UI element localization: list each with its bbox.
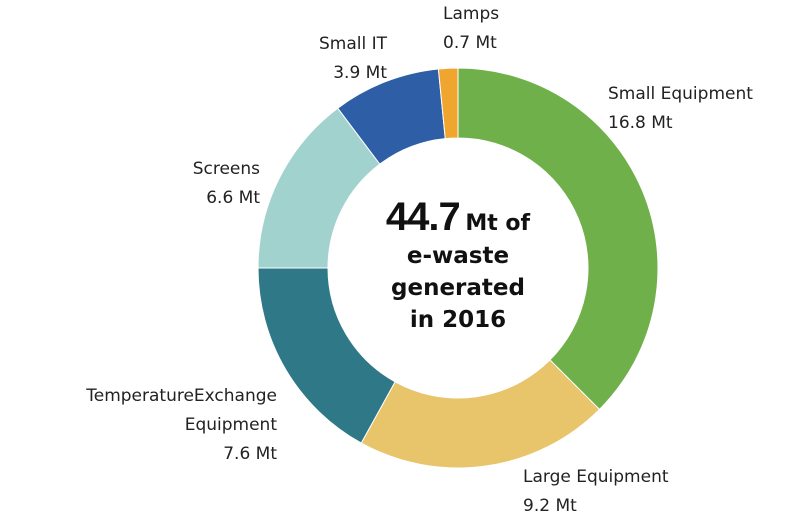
category-label: TemperatureExchange Equipment — [86, 386, 277, 435]
slice-label: Lamps 0.7 Mt — [443, 0, 563, 58]
slice — [457, 67, 659, 411]
value-label: 7.6 Mt — [223, 444, 277, 464]
slice-label: Small Equipment 16.8 Mt — [608, 80, 808, 138]
category-label: Large Equipment — [523, 467, 669, 487]
value-label: 0.7 Mt — [443, 33, 497, 53]
slice-label: TemperatureExchange Equipment 7.6 Mt — [5, 382, 277, 469]
value-label: 6.6 Mt — [206, 188, 260, 208]
value-label: 16.8 Mt — [608, 113, 673, 133]
slice — [437, 67, 459, 140]
slice-label: Small IT 3.9 Mt — [230, 30, 387, 88]
center-text: 44.7 Mt of e-waste generated in 2016 — [328, 195, 588, 336]
center-line: e-waste — [406, 243, 510, 269]
category-label: Small IT — [318, 34, 387, 54]
center-value: 44.7 — [385, 195, 461, 239]
center-line: in 2016 — [409, 307, 507, 333]
center-line: generated — [391, 275, 525, 301]
category-label: Lamps — [443, 4, 500, 24]
slice — [360, 359, 601, 469]
category-label: Small Equipment — [608, 84, 753, 104]
category-label: Screens — [192, 159, 260, 179]
value-label: 3.9 Mt — [333, 63, 387, 83]
slice-label: Large Equipment 9.2 Mt — [523, 463, 743, 521]
center-line: Mt of — [465, 211, 531, 236]
slice-label: Screens 6.6 Mt — [100, 155, 260, 213]
value-label: 9.2 Mt — [523, 496, 577, 516]
